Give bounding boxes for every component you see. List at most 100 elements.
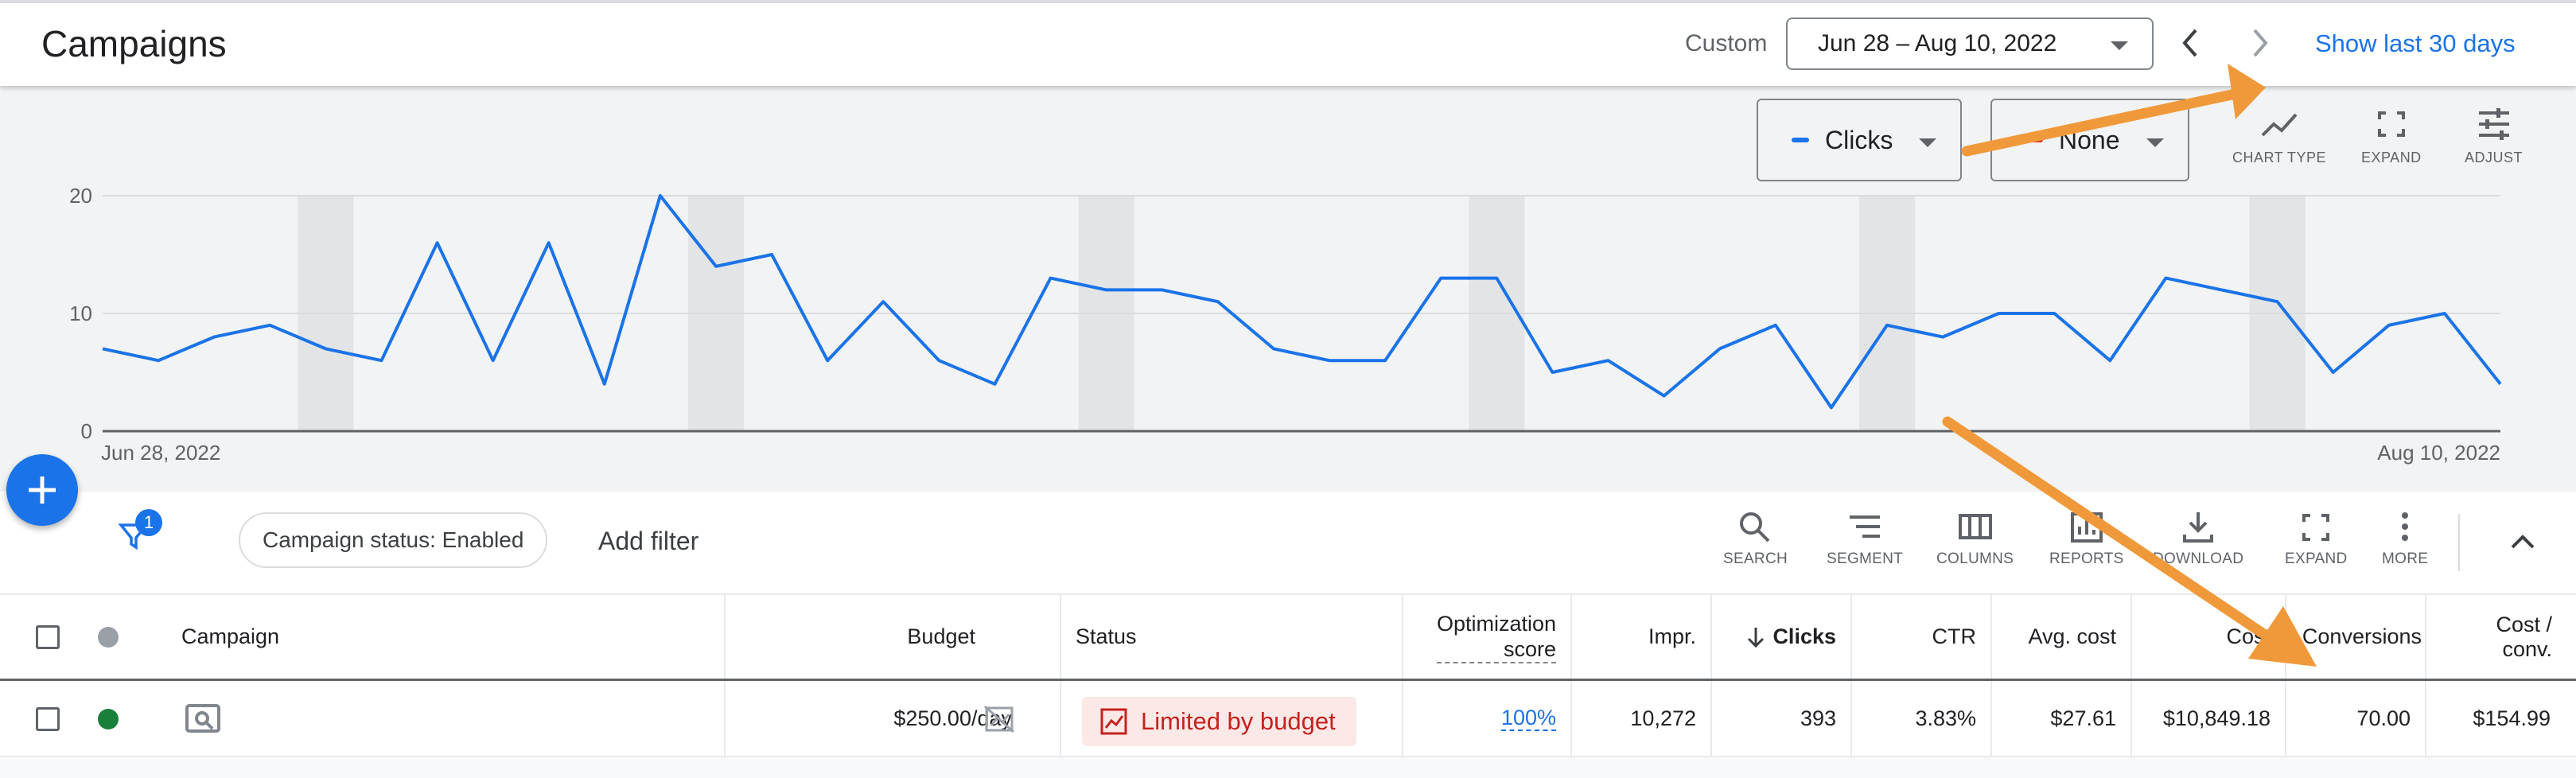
ctr-value: 3.83% [1915,706,1976,730]
budget-header-label: Budget [907,624,975,648]
clicks-data-point [1383,358,1387,363]
select-all-checkbox[interactable] [36,625,60,649]
clicks-data-point [936,358,941,363]
clicks-data-point [156,358,161,363]
plus-icon [29,477,56,504]
clicks-data-point [1773,323,1778,328]
column-header-budget[interactable]: Budget [726,595,1061,679]
previous-period-button[interactable] [2169,21,2213,65]
search-button[interactable]: SEARCH [1723,509,1788,568]
clicks-data-point [2052,311,2057,316]
reports-label: REPORTS [2049,550,2124,567]
clicks-data-point [379,358,383,363]
chart-adjust-button[interactable]: ADJUST [2465,107,2523,166]
avg-cost-cell: $27.61 [1992,681,2132,756]
tune-icon [2478,108,2509,140]
x-start-label: Jun 28, 2022 [101,441,220,465]
table-expand-button[interactable]: EXPAND [2285,509,2348,568]
expand-icon [2377,111,2405,137]
chevron-down-icon [2111,41,2128,50]
next-period-button[interactable] [2237,21,2282,65]
clicks-data-point [1271,346,1276,351]
clicks-data-point [2220,287,2224,292]
cost-header-label: Cost [2226,624,2271,648]
cost-per-conv-header-label: Cost / conv. [2496,613,2552,662]
expand-icon [2302,514,2330,541]
clicks-data-point [825,358,830,363]
clicks-data-point [1216,299,1220,304]
cost-per-conv-line2: conv. [2502,636,2552,661]
optimization-score-cell[interactable]: 100% [1403,681,1572,756]
budget-chart-off-icon [984,705,1014,733]
clicks-data-point [2442,311,2447,316]
enabled-status-dot[interactable] [98,709,119,729]
limited-chart-icon [1100,708,1127,735]
chart-expand-label: EXPAND [2361,150,2422,165]
clicks-data-point [2107,358,2112,363]
show-last-30-days-link[interactable]: Show last 30 days [2315,29,2516,57]
impr-value: 10,272 [1630,706,1696,730]
cost-per-conv-line1: Cost / [2496,612,2552,636]
chart-expand-button[interactable]: EXPAND [2361,107,2422,166]
campaign-cell[interactable] [0,681,726,756]
column-header-avg-cost[interactable]: Avg. cost [1992,595,2132,679]
chevron-right-icon [2253,29,2268,57]
column-header-clicks[interactable]: Clicks [1712,595,1852,679]
cost-per-conv-value: $154.99 [2473,706,2551,730]
date-range-picker[interactable]: Jun 28 – Aug 10, 2022 [1786,18,2154,70]
clicks-data-point [491,358,496,363]
budget-cell[interactable]: $250.00/day [726,681,1061,756]
chart-type-button[interactable]: CHART TYPE [2232,107,2326,166]
limited-by-budget-badge[interactable]: Limited by budget [1082,697,1356,746]
metric-1-dropdown[interactable]: Clicks [1757,99,1962,181]
columns-button[interactable]: COLUMNS [1936,509,2014,568]
clicks-data-point [1104,287,1109,292]
clicks-data-point [1327,358,1332,363]
campaign-status-filter-chip[interactable]: Campaign status: Enabled [239,512,548,568]
reports-button[interactable]: REPORTS [2049,509,2124,568]
download-button[interactable]: DOWNLOAD [2153,509,2243,568]
clicks-data-point [1718,346,1722,351]
column-header-status[interactable]: Status [1061,595,1403,679]
impr-header-label: Impr. [1648,624,1696,648]
table-expand-label: EXPAND [2285,550,2348,567]
clicks-data-point [881,299,885,304]
column-header-cost-per-conv[interactable]: Cost / conv. [2426,595,2576,679]
column-header-impr[interactable]: Impr. [1572,595,1712,679]
add-filter-button[interactable]: Add filter [598,527,699,555]
segment-button[interactable]: SEGMENT [1827,509,1903,568]
filter-count-badge: 1 [135,509,162,536]
column-header-ctr[interactable]: CTR [1852,595,1992,679]
ctr-header-label: CTR [1932,624,1977,648]
optimization-score-value[interactable]: 100% [1500,706,1556,731]
table-row[interactable]: $250.00/day Limited by budget 100% 10,27… [0,681,2576,757]
add-campaign-button[interactable] [6,454,78,526]
chart-adjust-label: ADJUST [2465,150,2523,165]
clicks-header-label: Clicks [1772,624,1836,648]
columns-label: COLUMNS [1936,550,2014,567]
row-checkbox[interactable] [36,707,60,731]
clicks-data-point [323,346,328,351]
status-header-dot [98,627,119,648]
clicks-data-point [1662,394,1667,399]
clicks-data-point [1494,276,1499,281]
cost-per-conv-cell: $154.99 [2426,681,2576,756]
y-tick-label: 0 [81,419,92,443]
column-header-campaign[interactable]: Campaign [0,595,726,679]
conversions-cell: 70.00 [2286,681,2426,756]
columns-icon [1958,514,1992,539]
chevron-left-icon [2182,29,2197,57]
column-header-conversions[interactable]: Conversions [2286,595,2426,679]
table-header-row: Campaign Budget Status Optimization scor… [0,593,2576,681]
y-tick-label: 10 [69,301,92,325]
collapse-button[interactable] [2503,525,2543,557]
impr-cell: 10,272 [1572,681,1712,756]
clicks-data-point [1829,405,1834,410]
clicks-data-point [100,346,105,351]
clicks-series-line [102,194,2502,410]
column-header-optimization-score[interactable]: Optimization score [1403,595,1572,679]
more-button[interactable]: MORE [2382,509,2428,568]
clicks-data-point [2163,276,2168,281]
column-header-cost[interactable]: Cost [2132,595,2286,679]
